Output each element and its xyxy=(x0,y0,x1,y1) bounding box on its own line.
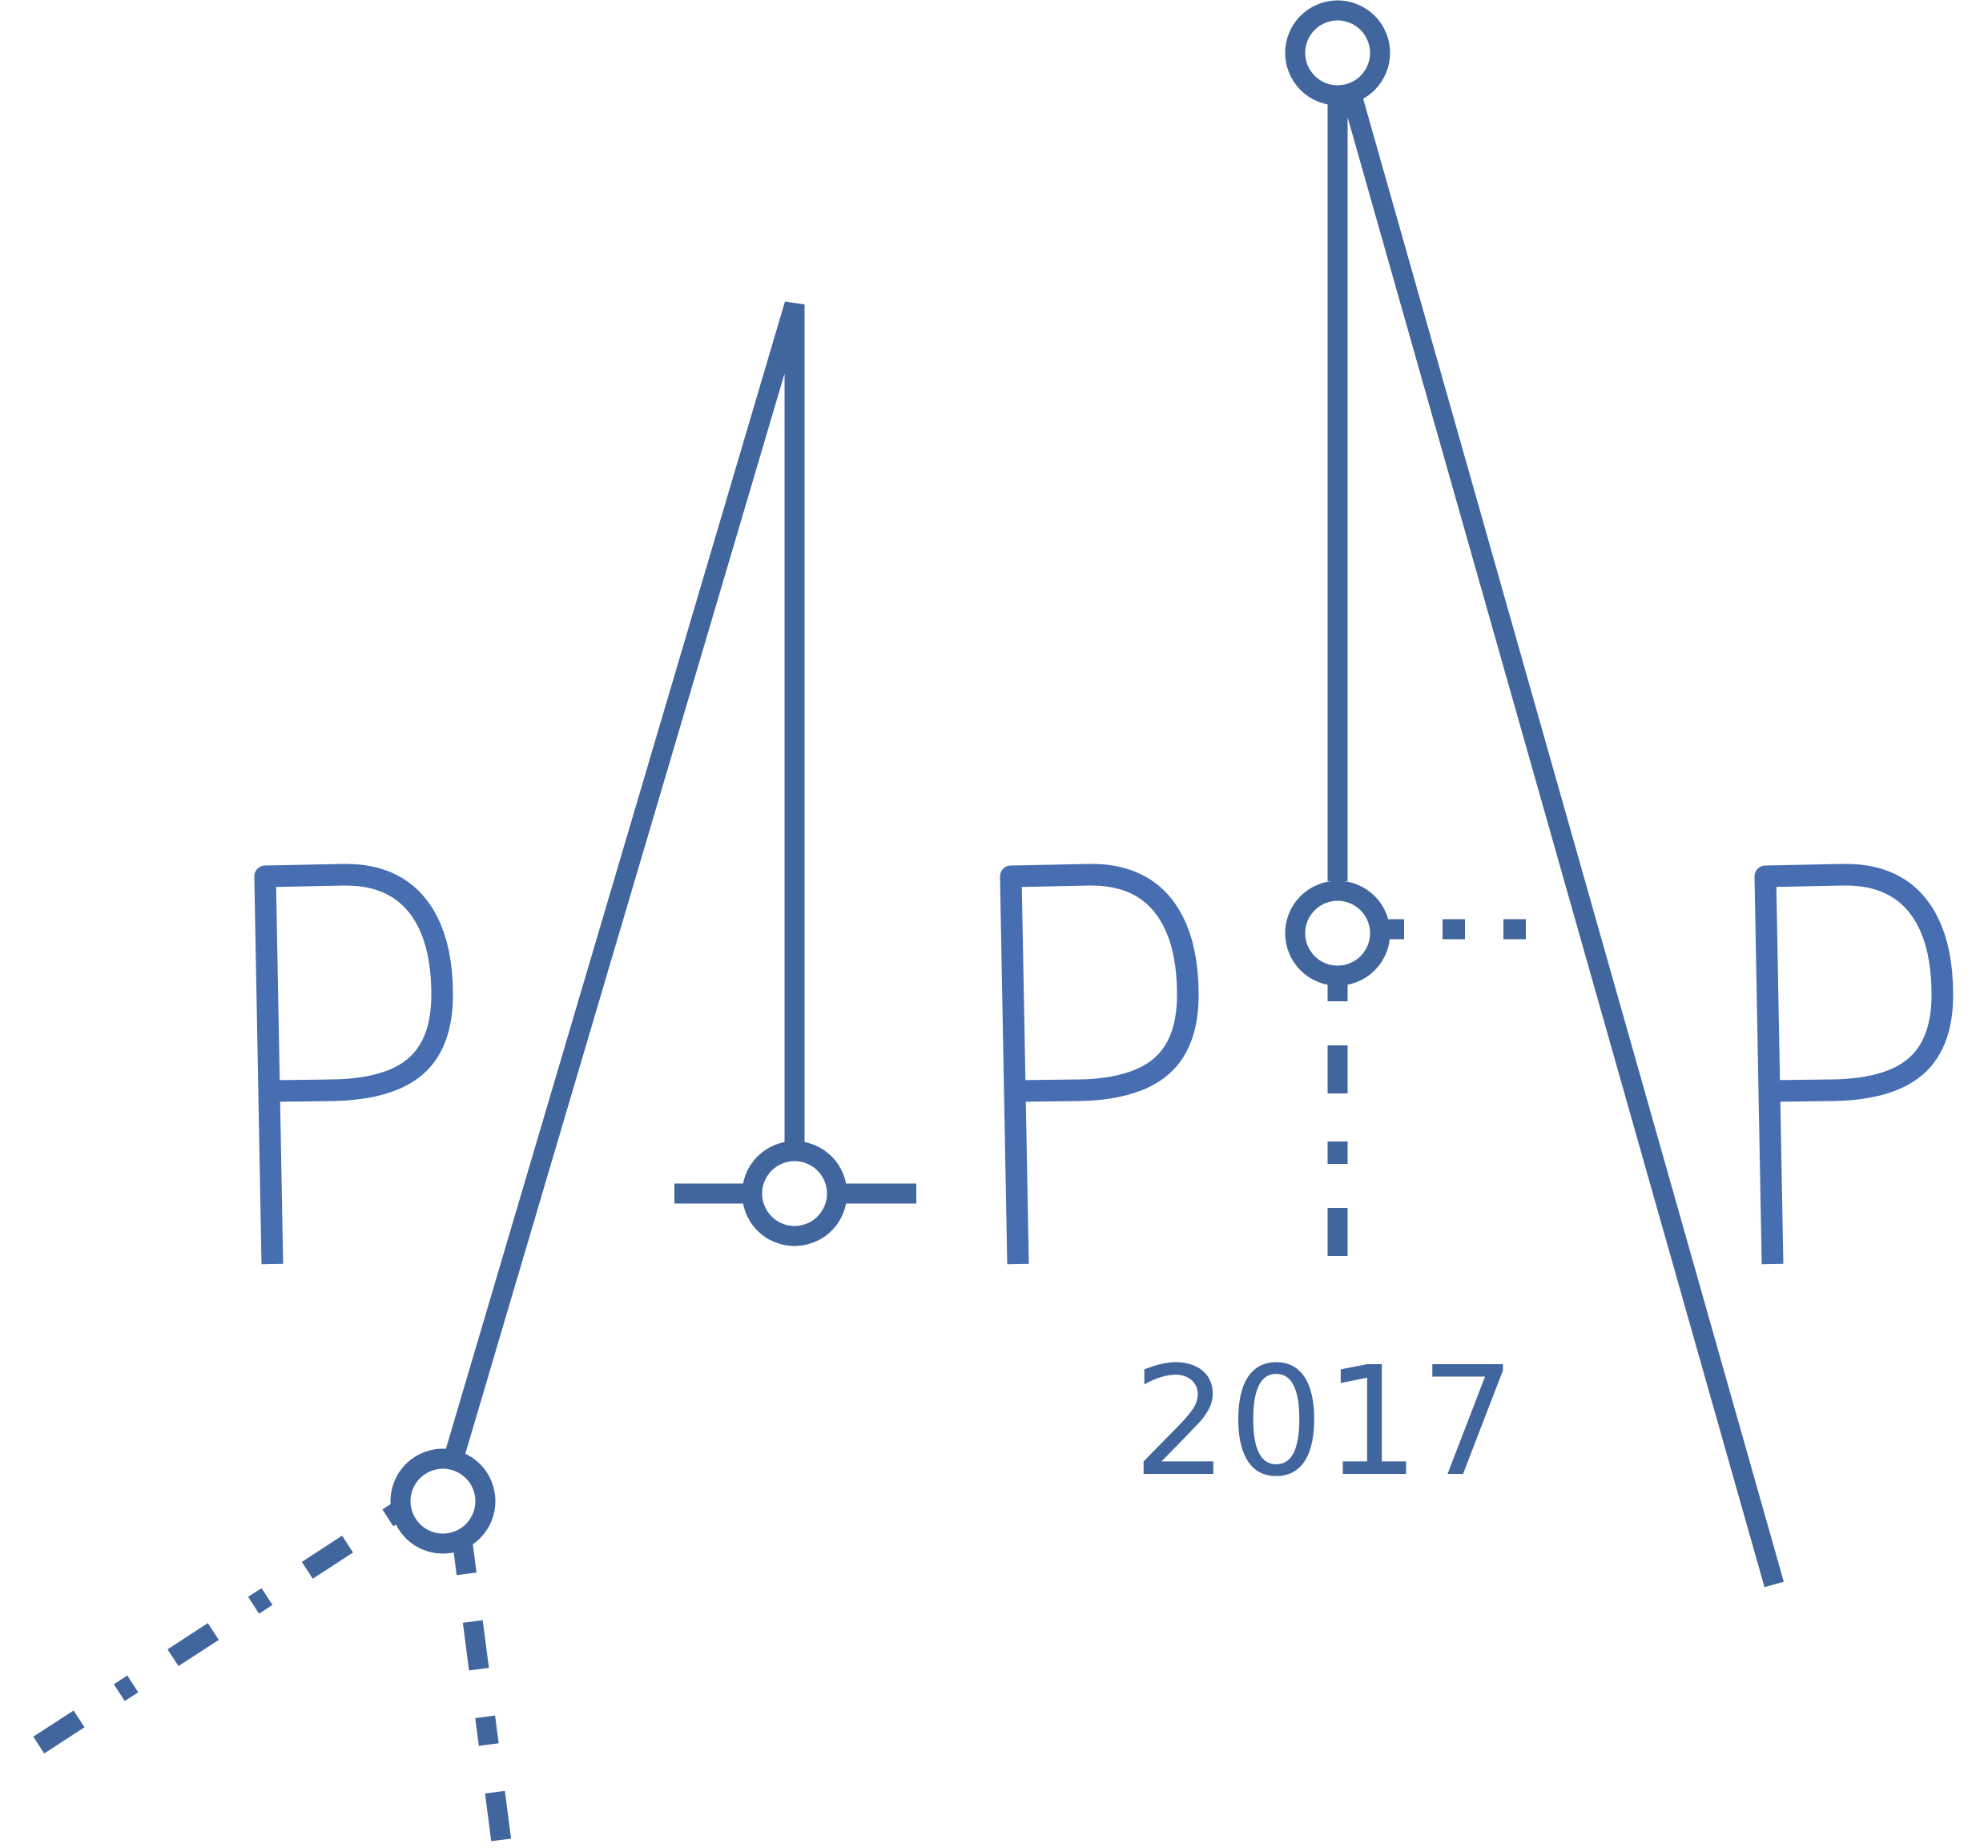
top-pin xyxy=(1285,0,1390,106)
left-frame xyxy=(445,301,916,1459)
right-frame-leg xyxy=(1342,93,1785,1588)
letters: P P P xyxy=(254,864,1954,1265)
dashed-leg-down xyxy=(453,1544,513,1848)
letter-p-2: P xyxy=(1000,864,1199,1265)
lower-left-pin xyxy=(390,1448,496,1554)
dashed-leg-left xyxy=(0,1500,407,1779)
lower-left-legs xyxy=(0,1448,513,1848)
letter-p-3: P xyxy=(1754,864,1954,1265)
right-frame xyxy=(1285,0,1785,1588)
letter-p-1: P xyxy=(254,864,453,1265)
right-frame-pin xyxy=(1285,880,1390,986)
left-frame-leg xyxy=(445,301,805,1459)
year-label: 2017 xyxy=(1133,1335,1515,1510)
left-frame-pin xyxy=(742,1141,847,1246)
